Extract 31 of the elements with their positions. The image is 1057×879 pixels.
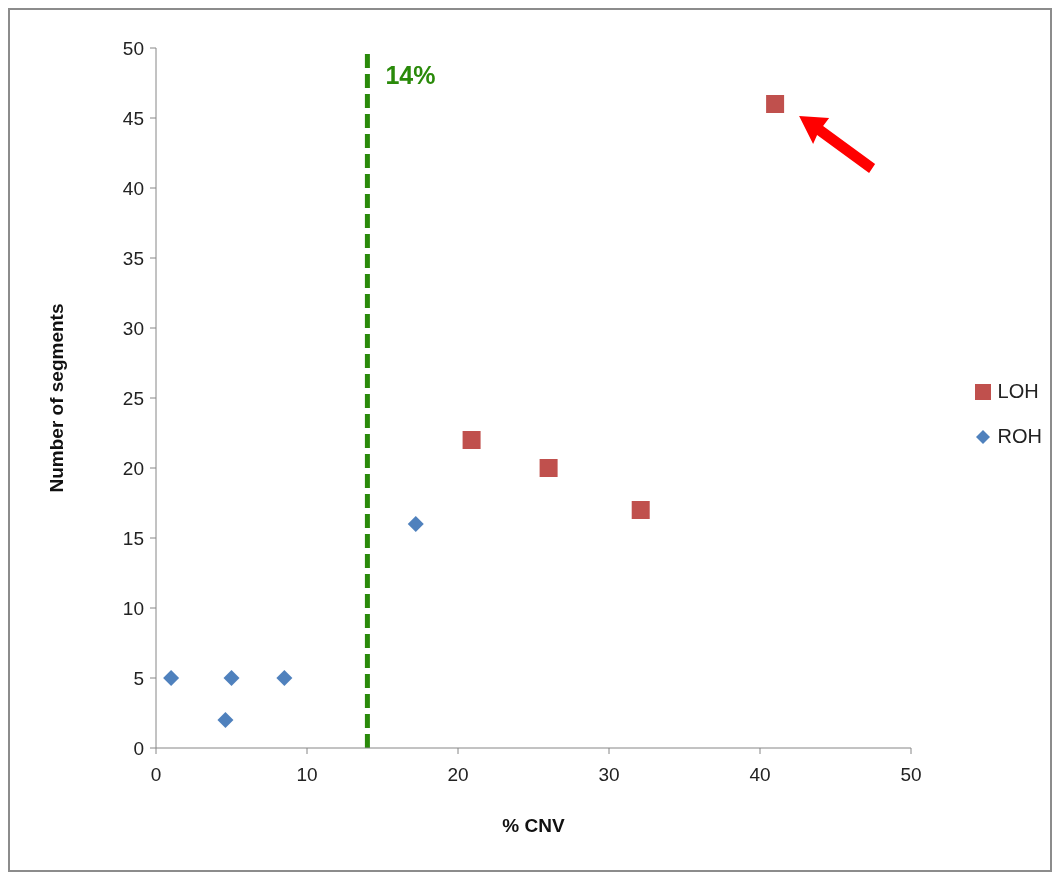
- point: [163, 670, 180, 686]
- y-tick-label: 15: [122, 527, 144, 549]
- x-tick-label: 30: [598, 764, 620, 786]
- point: [217, 712, 234, 728]
- y-tick-label: 10: [122, 597, 144, 619]
- point: [766, 95, 785, 113]
- y-tick-label: 50: [122, 37, 144, 59]
- point: [631, 501, 650, 519]
- x-tick-label: 40: [749, 764, 771, 786]
- legend-label: LOH: [997, 380, 1039, 403]
- point: [276, 670, 293, 686]
- y-tick-label: 25: [122, 387, 144, 409]
- point: [539, 459, 558, 477]
- point: [462, 431, 481, 449]
- y-tick-label: 30: [122, 317, 144, 339]
- y-tick-label: 0: [133, 737, 144, 759]
- y-tick-label: 35: [122, 247, 144, 269]
- y-tick-label: 5: [133, 667, 144, 689]
- x-tick-label: 10: [296, 764, 318, 786]
- y-tick-label: 40: [122, 177, 144, 199]
- x-tick-label: 20: [447, 764, 469, 786]
- y-tick-label: 20: [122, 457, 144, 479]
- x-axis-title: % CNV: [502, 815, 565, 836]
- point: [223, 670, 240, 686]
- point: [407, 516, 424, 532]
- x-tick-label: 50: [900, 764, 922, 786]
- y-axis-title: Number of segments: [45, 303, 67, 493]
- legend-label: ROH: [997, 425, 1042, 448]
- x-tick-label: 0: [150, 764, 162, 786]
- y-tick-label: 45: [122, 107, 144, 129]
- ref-line-label: 14%: [385, 60, 436, 89]
